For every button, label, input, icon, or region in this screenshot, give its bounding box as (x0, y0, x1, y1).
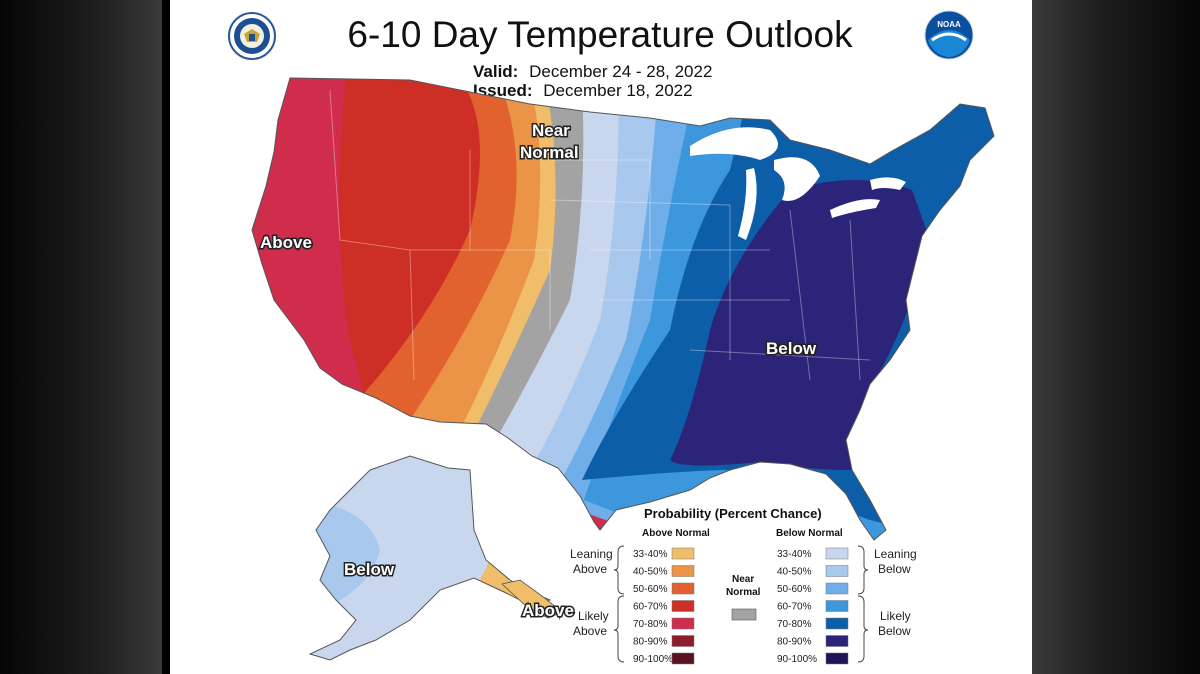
label-above-west: Above (260, 233, 312, 252)
legend-likely-above-1: Likely (578, 609, 609, 623)
commerce-seal-icon (228, 12, 276, 60)
label-alaska-above: Above (522, 601, 574, 620)
legend-above-swatch-2 (671, 582, 695, 595)
legend-above-label-4: 70-80% (633, 619, 668, 630)
legend-near-normal-2: Normal (726, 587, 761, 598)
label-near-normal-line2: Normal (520, 143, 579, 162)
legend-above-swatch-4 (671, 617, 695, 630)
legend-near-normal-1: Near (732, 574, 754, 585)
legend-above-swatch-3 (671, 600, 695, 612)
right-dark-border (1032, 0, 1200, 674)
conus-outline (251, 77, 995, 541)
legend-above-swatches: 33-40% 40-50% 50-60% 60-70% 70-80% 80-90% 90-1… (633, 547, 695, 665)
valid-line: Valid: December 24 - 28, 2022 (473, 62, 712, 82)
legend-above-label-1: 40-50% (633, 567, 668, 578)
legend-likely-above-2: Above (573, 624, 607, 638)
legend-leaning-below-1: Leaning (874, 547, 917, 561)
legend-above-swatch-6 (671, 652, 695, 665)
legend-near-normal-swatch (731, 608, 757, 621)
legend-leaning-above-2: Above (573, 562, 607, 576)
temperature-outlook-map: Above Near Normal Below Below Above Prob… (251, 77, 995, 665)
legend: Probability (Percent Chance) Above Norma… (570, 506, 917, 665)
legend-below-swatch-5 (825, 635, 849, 647)
legend-below-label-0: 33-40% (777, 549, 812, 560)
page-title: 6-10 Day Temperature Outlook (347, 14, 853, 55)
legend-above-header: Above Normal (642, 528, 710, 539)
legend-below-swatch-0 (825, 547, 849, 560)
issued-date: December 18, 2022 (543, 81, 693, 100)
leaning-above-brace (613, 545, 625, 595)
legend-below-swatch-3 (825, 600, 849, 612)
legend-above-label-2: 50-60% (633, 584, 668, 595)
valid-dates: December 24 - 28, 2022 (529, 62, 713, 81)
valid-label: Valid: (473, 62, 519, 81)
legend-below-label-2: 50-60% (777, 584, 812, 595)
label-near-normal-line1: Near (532, 121, 570, 140)
legend-below-swatch-1 (825, 565, 849, 577)
legend-above-swatch-5 (671, 635, 695, 647)
legend-below-swatches: 33-40% 40-50% 50-60% 60-70% 70-80% 80-90% 90-1… (777, 547, 849, 665)
legend-likely-below-2: Below (878, 624, 911, 638)
legend-above-swatch-1 (671, 565, 695, 577)
leaning-below-brace (857, 545, 869, 595)
legend-title: Probability (Percent Chance) (644, 506, 822, 521)
alaska-panhandle (501, 579, 563, 619)
outlook-panel: 6-10 Day Temperature Outlook Valid: Dece… (170, 0, 1032, 674)
legend-below-label-1: 40-50% (777, 567, 812, 578)
label-below-east: Below (766, 339, 817, 358)
legend-above-label-3: 60-70% (633, 602, 668, 613)
legend-above-swatch-0 (671, 547, 695, 560)
label-alaska-below: Below (344, 560, 395, 579)
legend-leaning-above-1: Leaning (570, 547, 613, 561)
legend-below-label-4: 70-80% (777, 619, 812, 630)
legend-below-label-5: 80-90% (777, 637, 812, 648)
left-dark-border (0, 0, 162, 674)
likely-above-brace (613, 595, 625, 663)
legend-below-swatch-6 (825, 652, 849, 665)
legend-below-swatch-4 (825, 617, 849, 630)
alaska-outline (308, 455, 552, 661)
likely-below-brace (857, 595, 869, 663)
legend-below-header: Below Normal (776, 528, 843, 539)
legend-likely-below-1: Likely (880, 609, 911, 623)
legend-above-label-0: 33-40% (633, 549, 668, 560)
legend-above-label-5: 80-90% (633, 637, 668, 648)
legend-below-label-3: 60-70% (777, 602, 812, 613)
noaa-logo-icon: NOAA (924, 10, 974, 60)
legend-leaning-below-2: Below (878, 562, 911, 576)
legend-above-label-6: 90-100% (633, 654, 673, 665)
legend-below-label-6: 90-100% (777, 654, 817, 665)
noaa-logo-text: NOAA (937, 20, 961, 29)
legend-below-swatch-2 (825, 582, 849, 595)
